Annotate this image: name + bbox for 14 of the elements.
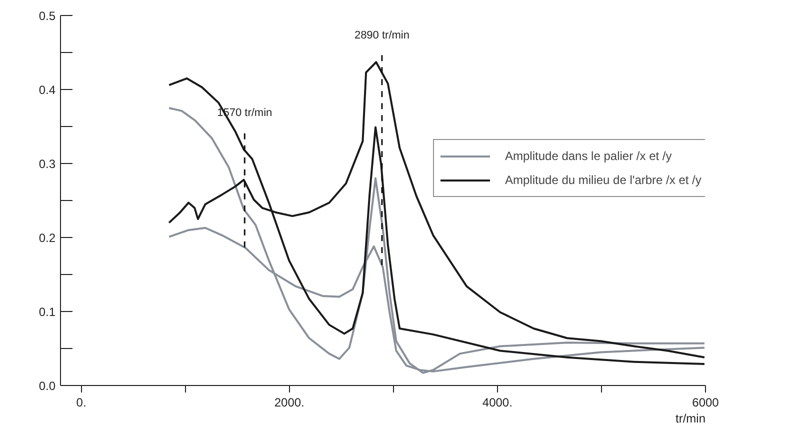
y-tick-label: 0.3 [38, 157, 56, 171]
y-tick-label: 0.5 [38, 9, 56, 23]
y-tick-label: 0.0 [38, 379, 56, 393]
x-tick-label: 2000. [274, 396, 304, 410]
y-tick-label: 0.4 [38, 83, 56, 97]
legend-label: Amplitude dans le palier /x et /y [505, 149, 672, 163]
legend-label: Amplitude du milieu de l'arbre /x et /y [505, 173, 702, 187]
ref-line-label: 2890 tr/min [354, 30, 410, 42]
x-tick-label: 0. [76, 396, 86, 410]
y-tick-label: 0.1 [38, 305, 56, 319]
y-tick-label: 0.2 [38, 231, 56, 245]
x-axis-title: tr/min [676, 412, 706, 426]
x-tick-label: 6000 [692, 396, 720, 410]
x-tick-label: 4000. [482, 396, 512, 410]
